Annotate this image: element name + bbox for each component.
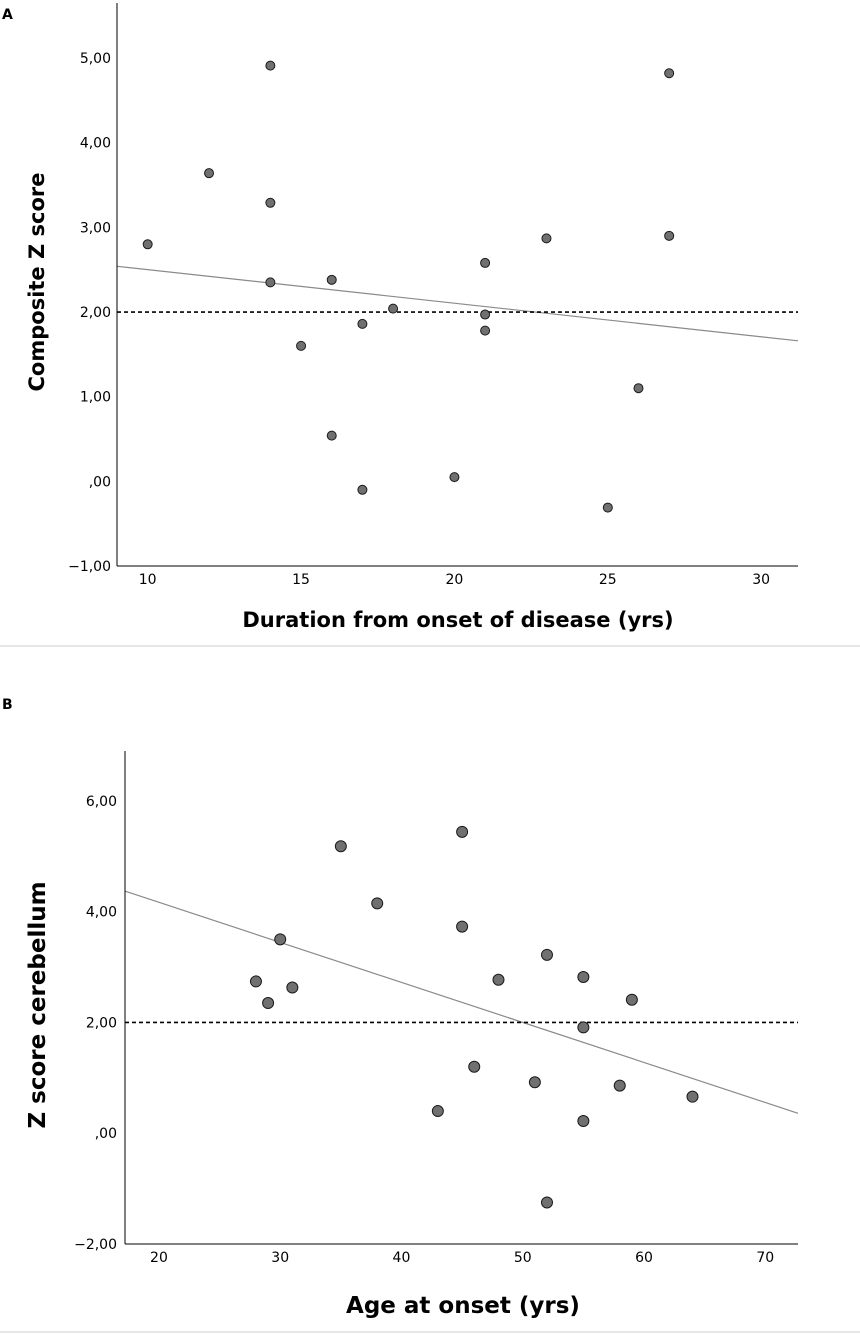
- panel-a-data-point-1: [142, 239, 153, 250]
- panel-a-axes: [116, 3, 798, 567]
- panel-a-data-point-10: [357, 484, 368, 495]
- panel-a-data-point-9: [357, 318, 368, 329]
- panel-b-data-point-13: [540, 948, 553, 961]
- panel-a-data-point-8: [326, 430, 337, 441]
- panel-a-x-tick-label: 30: [752, 572, 770, 588]
- panel-b-x-tick-label: 30: [271, 1250, 289, 1266]
- panel-b-x-tick-label: 70: [756, 1250, 774, 1266]
- panel-b-data-point-14: [540, 1196, 553, 1209]
- panel-b-fit-line-group: [124, 890, 799, 1114]
- panel-b-y-tick-label: −2,00: [74, 1237, 117, 1253]
- panel-a-y-tick-label: 4,00: [80, 136, 111, 152]
- panel-a-data-point-19: [664, 68, 675, 79]
- panel-b-y-tick-label: 2,00: [86, 1015, 117, 1031]
- panel-a-data-point-7: [326, 274, 337, 285]
- panel-a-data-point-15: [480, 325, 491, 336]
- panel-b-data-point-7: [431, 1105, 444, 1118]
- panel-b-data-point-8: [456, 825, 469, 838]
- panel-b-data-point-12: [528, 1076, 541, 1089]
- panel-b-data-point-3: [274, 933, 287, 946]
- panel-b-x-tick-label: 50: [514, 1250, 532, 1266]
- panel-a-data-point-14: [480, 309, 491, 320]
- panel-a-data-point-18: [633, 383, 644, 394]
- panel-a-y-tick-label: −1,00: [68, 559, 111, 575]
- panel-a-ticks: 10 15 20 25 30 −1,00 ,00 1,00 2,00 3,00 4,00 5,00: [68, 51, 770, 588]
- panel-a-fit-line: [116, 265, 799, 342]
- panel-a-data-point-20: [664, 230, 675, 241]
- panel-a-data-point-17: [602, 502, 613, 513]
- panel-a-fit-line-group: [116, 265, 799, 342]
- panel-a-data-point-2: [204, 168, 215, 179]
- panel-b-data-point-18: [613, 1079, 626, 1092]
- panel-b-y-tick-label: 6,00: [86, 794, 117, 810]
- panel-b-x-axis-title: Age at onset (yrs): [346, 1293, 580, 1319]
- panel-a-x-axis-title: Duration from onset of disease (yrs): [242, 608, 673, 632]
- panel-b-axes: [124, 751, 798, 1245]
- panel-b-data-point-20: [686, 1090, 699, 1103]
- panel-b-data-point-11: [492, 973, 505, 986]
- panel-a-x-tick-label: 25: [599, 572, 617, 588]
- panel-b-data-point-19: [625, 993, 638, 1006]
- panel-b-y-tick-label: 4,00: [86, 905, 117, 921]
- panel-a-data-point-5: [265, 277, 276, 288]
- panel-b-data-point-1: [249, 975, 262, 988]
- panel-label-b: B: [2, 697, 13, 713]
- panel-b-x-tick-label: 60: [635, 1250, 653, 1266]
- panel-a-x-tick-label: 20: [446, 572, 464, 588]
- panel-a-x-tick-label: 10: [139, 572, 157, 588]
- panel-b-y-axis-title: Z score cerebellum: [25, 881, 51, 1128]
- panel-a-data-point-3: [265, 60, 276, 71]
- panel-b-data-point-5: [334, 840, 347, 853]
- panel-a-y-tick-label: 3,00: [80, 220, 111, 236]
- panel-a-data-point-11: [388, 303, 399, 314]
- panel-a-data-point-13: [480, 257, 491, 268]
- panel-b-data-point-2: [262, 997, 275, 1010]
- panel-b-data-point-16: [577, 1021, 590, 1034]
- panel-b-points: [249, 825, 699, 1209]
- panel-b-data-point-17: [577, 1115, 590, 1128]
- panel-b-data-point-6: [371, 897, 384, 910]
- panel-b-data-point-4: [286, 981, 299, 994]
- panel-a-x-tick-label: 15: [292, 572, 310, 588]
- panel-b-data-point-9: [456, 920, 469, 933]
- panel-a-points: [142, 60, 675, 513]
- panel-b-x-tick-label: 40: [393, 1250, 411, 1266]
- panel-a-data-point-12: [449, 472, 460, 483]
- panel-a-y-axis-title: Composite Z score: [25, 173, 49, 392]
- panel-a-y-tick-label: 1,00: [80, 390, 111, 406]
- panel-a-data-point-16: [541, 233, 552, 244]
- panel-a: A 10 15 20 25 30 −1,00 ,00 1,00 2,00 3,00 4,00 5,00…: [2, 3, 799, 632]
- panel-label-a: A: [2, 7, 13, 23]
- panel-b-data-point-10: [468, 1060, 481, 1073]
- panel-a-y-tick-label: 2,00: [80, 305, 111, 321]
- panel-a-y-tick-label: ,00: [89, 474, 111, 490]
- panel-b-fit-line: [124, 890, 799, 1114]
- panel-a-y-tick-label: 5,00: [80, 51, 111, 67]
- panel-b: B 20 30 40 50 60 70 −2,00 ,00 2,00 4,00 6,00 Age a…: [2, 697, 799, 1319]
- panel-a-data-point-6: [296, 340, 307, 351]
- panel-b-x-tick-label: 20: [150, 1250, 168, 1266]
- panel-b-y-tick-label: ,00: [95, 1126, 117, 1142]
- panel-a-data-point-4: [265, 197, 276, 208]
- panel-b-ticks: 20 30 40 50 60 70 −2,00 ,00 2,00 4,00 6,00: [74, 794, 774, 1266]
- panel-b-data-point-15: [577, 971, 590, 984]
